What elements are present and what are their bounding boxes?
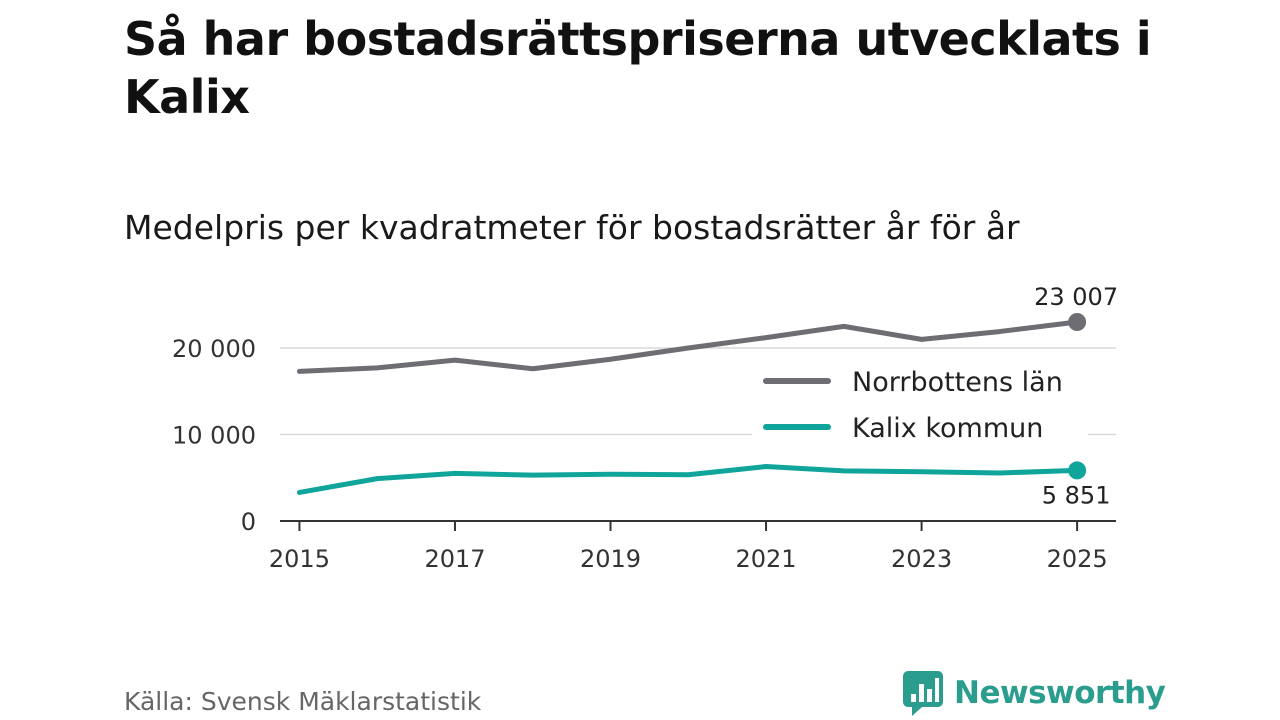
y-tick-label: 10 000 bbox=[172, 422, 256, 450]
series-end-point bbox=[1068, 313, 1087, 331]
chart-title: Så har bostadsrättspriserna utvecklats i… bbox=[124, 12, 1152, 124]
series-end-point bbox=[1068, 461, 1087, 480]
newsworthy-logo[interactable]: Newsworthy bbox=[902, 670, 1166, 716]
newsworthy-logo-text: Newsworthy bbox=[954, 675, 1166, 711]
y-tick-label: 20 000 bbox=[172, 335, 256, 363]
x-tick-label: 2017 bbox=[424, 545, 485, 573]
legend-label: Norrbottens län bbox=[852, 367, 1063, 398]
data-labels: 23 007 5 851 bbox=[1034, 283, 1118, 509]
legend-background bbox=[752, 358, 1088, 450]
x-tick-label: 2015 bbox=[269, 545, 330, 573]
x-tick-label: 2025 bbox=[1047, 545, 1108, 573]
x-tick-label: 2023 bbox=[891, 545, 952, 573]
end-value-label: 5 851 bbox=[1042, 481, 1111, 509]
y-tick-label: 0 bbox=[241, 508, 256, 536]
x-tick-label: 2021 bbox=[736, 545, 797, 573]
end-value-label: 23 007 bbox=[1034, 283, 1118, 311]
series-line bbox=[296, 464, 1080, 495]
gridlines: 0 10 000 20 000 bbox=[172, 335, 1116, 536]
series-layer bbox=[296, 313, 1087, 495]
chart-subtitle: Medelpris per kvadratmeter för bostadsrä… bbox=[124, 208, 1020, 247]
source-note: Källa: Svensk Mäklarstatistik bbox=[124, 687, 482, 716]
x-tick-label: 2019 bbox=[580, 545, 641, 573]
x-axis: 2015 2017 2019 2021 2023 2025 bbox=[269, 520, 1116, 573]
legend: Norrbottens län Kalix kommun bbox=[752, 358, 1088, 450]
legend-label: Kalix kommun bbox=[852, 413, 1043, 444]
newsworthy-logo-icon bbox=[903, 671, 943, 716]
series-line bbox=[296, 319, 1080, 374]
